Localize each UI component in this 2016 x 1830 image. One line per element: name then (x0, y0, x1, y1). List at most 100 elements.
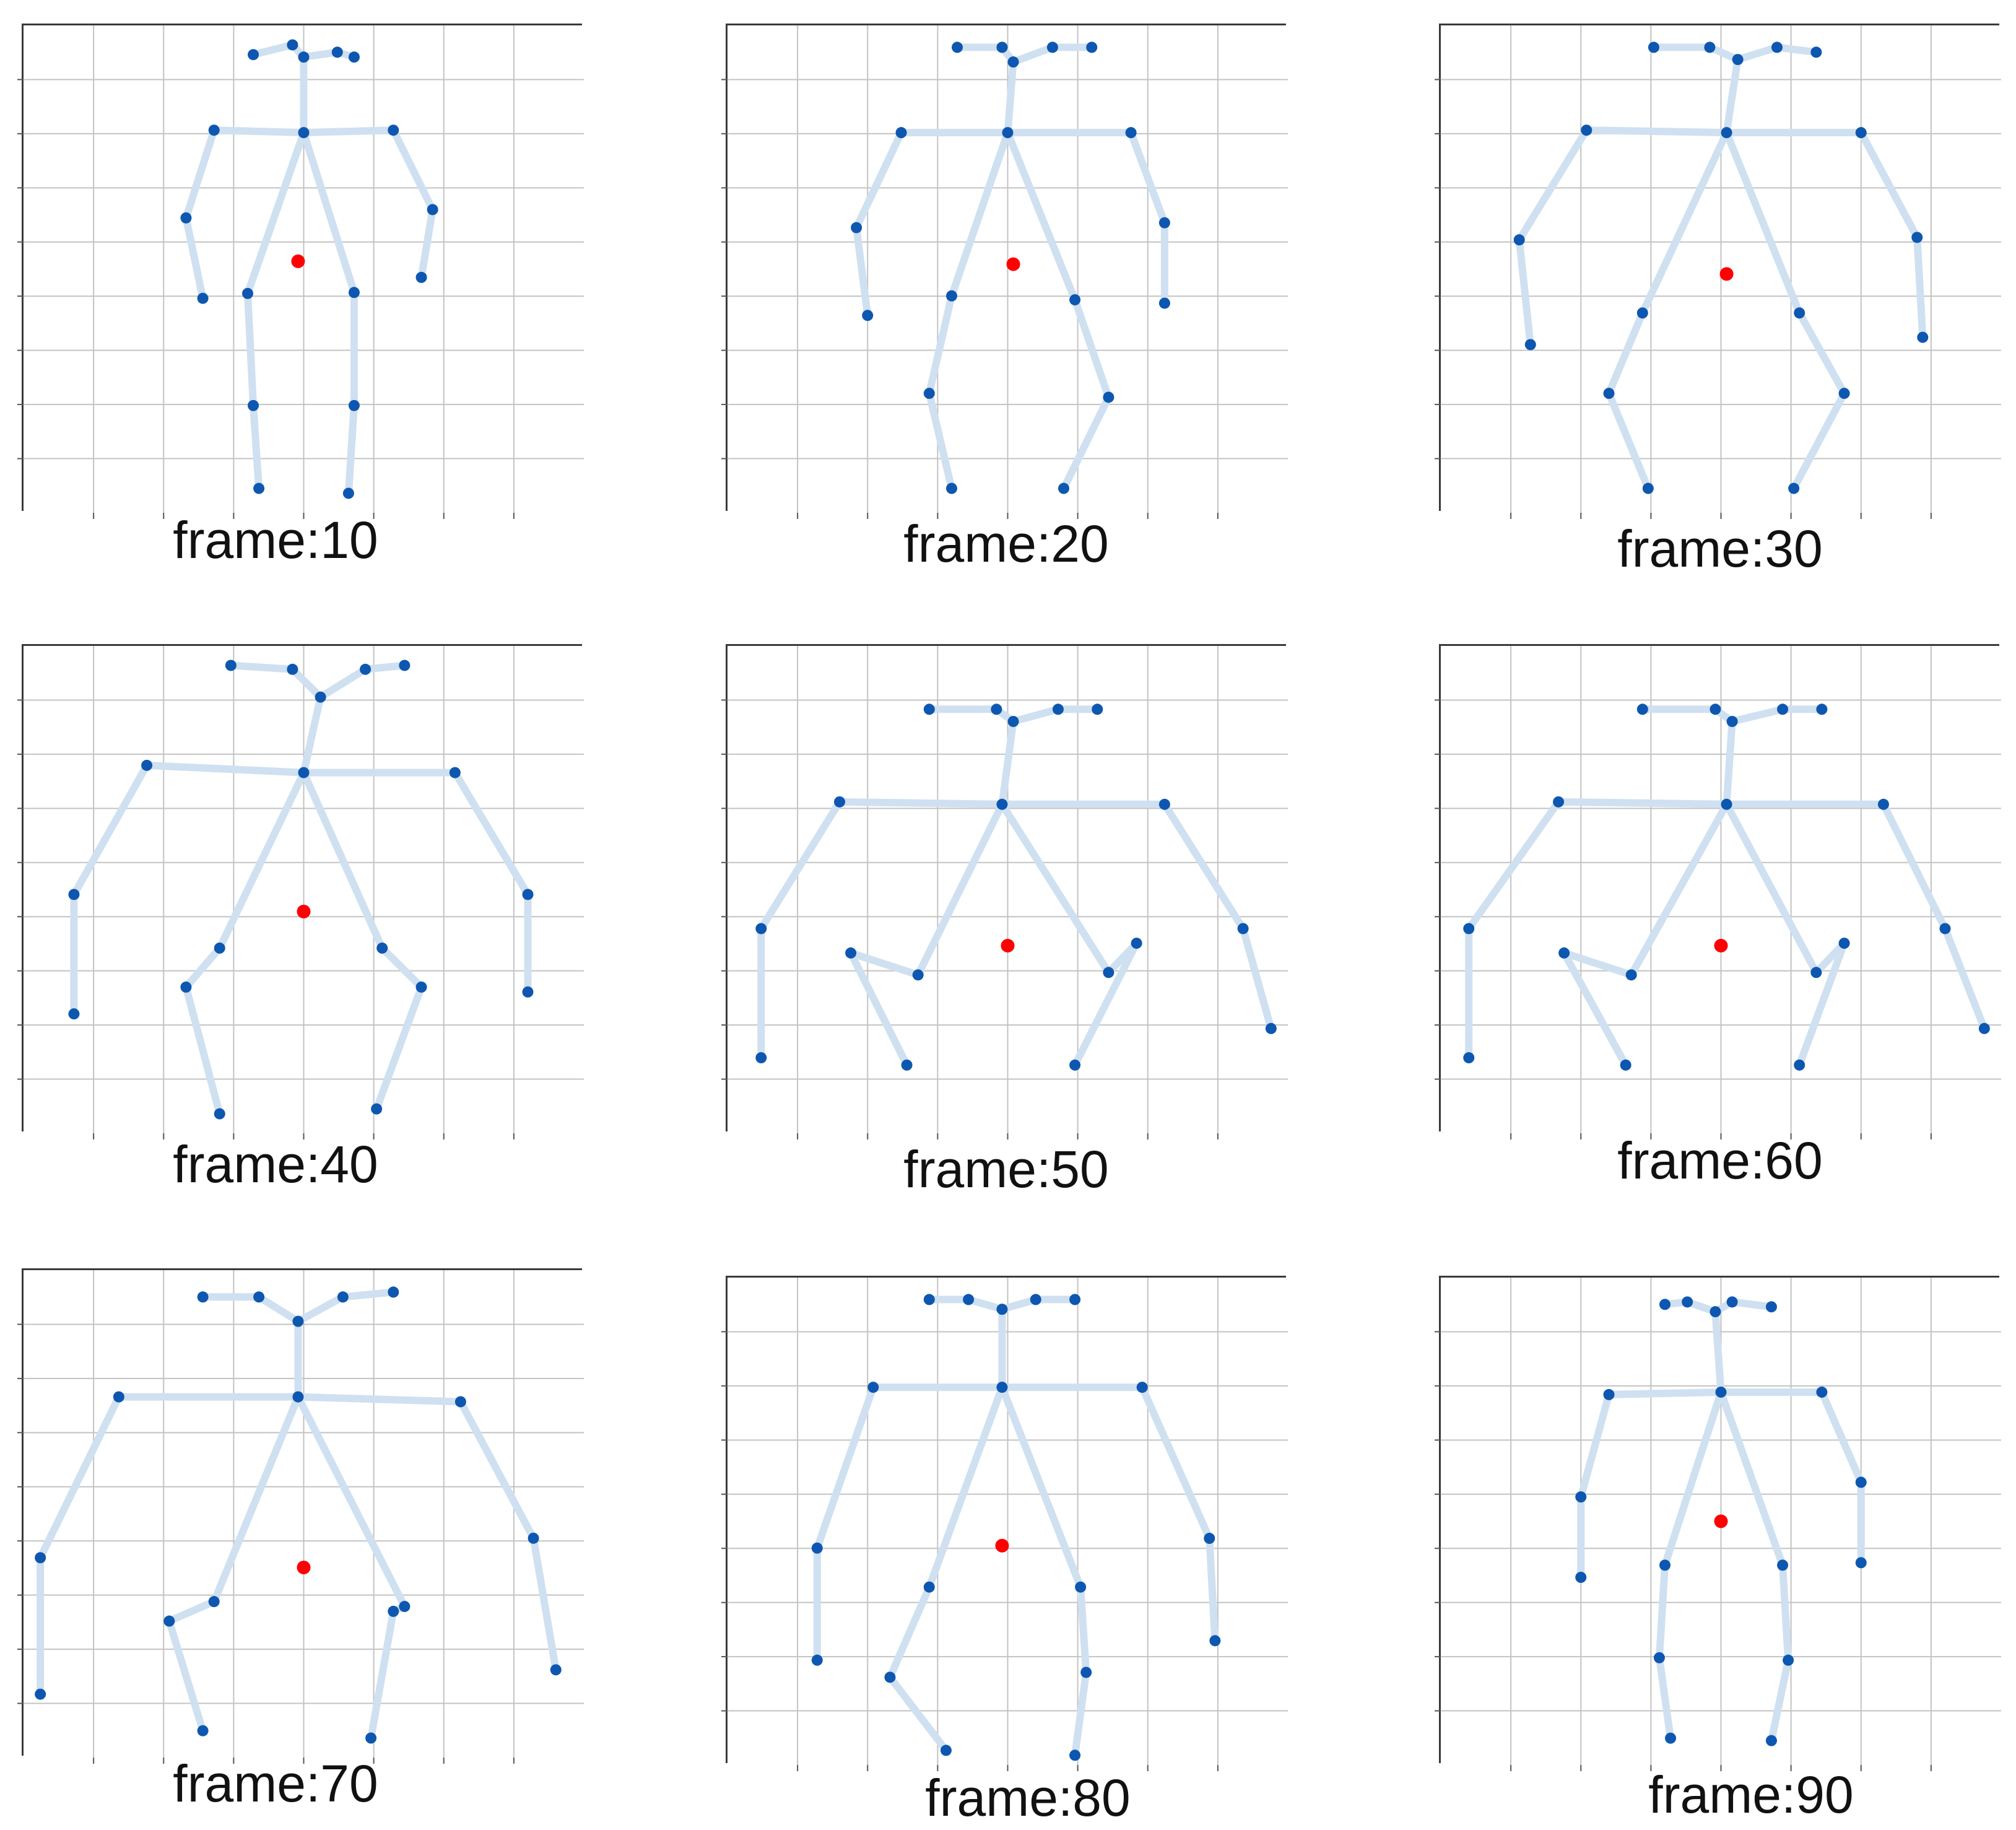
bone-segment (1239, 925, 1275, 1032)
joint-point (1794, 1059, 1805, 1071)
panel-frame-40: frame:40 (0, 619, 687, 1214)
bone-segment (316, 665, 370, 701)
bone-segment (1071, 939, 1141, 1069)
bone-segment (210, 1393, 302, 1606)
bone-segment (1857, 129, 1921, 242)
joint-point (755, 923, 767, 935)
frame-caption: frame:90 (1648, 1766, 1854, 1824)
joint-point (1131, 938, 1142, 949)
skeleton-plot (17, 1268, 584, 1764)
joint-point (1765, 1301, 1777, 1313)
bone-segment (250, 401, 263, 492)
bone-segment (1661, 1388, 1725, 1569)
joint-point (1103, 391, 1114, 403)
joint-point (248, 49, 259, 61)
joint-point (371, 1103, 383, 1115)
joint-point (1642, 482, 1654, 494)
bone-segment (451, 769, 532, 899)
bone-segment (925, 390, 955, 492)
joint-point (113, 1391, 124, 1403)
bone-segment (294, 1293, 347, 1325)
bone-segment (1734, 43, 1781, 64)
joint-point (1682, 1296, 1693, 1308)
joint-point (298, 767, 310, 778)
bone-segment (925, 1383, 1006, 1591)
joint-point (851, 222, 862, 233)
joint-point (1046, 41, 1058, 53)
joint-point (1237, 923, 1249, 935)
bone-segment (1767, 1656, 1792, 1745)
joint-point (1558, 947, 1570, 959)
bone-segment (182, 944, 224, 991)
joint-point (1653, 1652, 1665, 1663)
panel-frame-80: frame:80 (712, 1245, 1399, 1830)
joint-point (1080, 1667, 1092, 1678)
skeleton-plot (721, 24, 1288, 519)
joint-point (360, 663, 371, 675)
frame-caption: frame:50 (903, 1140, 1109, 1198)
frame-caption: frame:10 (173, 511, 378, 569)
bone-segment (210, 126, 308, 137)
panel-frame-20: frame:20 (712, 0, 1399, 595)
joint-point (1069, 294, 1081, 306)
skeleton-plot (721, 1276, 1288, 1771)
joint-point (1103, 967, 1114, 978)
bone-segment (1728, 705, 1787, 725)
joint-point (141, 759, 153, 771)
joint-point (197, 1291, 209, 1303)
bone-segment (143, 761, 308, 777)
bone-segment (1138, 1383, 1214, 1543)
bone-segment (1009, 705, 1062, 725)
joint-point (388, 1286, 399, 1298)
joint-point (1732, 54, 1744, 66)
joint-point (1603, 388, 1615, 399)
bone-segment (1790, 390, 1848, 492)
bone-segment (300, 48, 341, 61)
joint-point (923, 1581, 935, 1593)
joint-point (845, 947, 857, 959)
joint-point (1007, 56, 1019, 68)
joints (35, 1286, 562, 1744)
bone-segment (529, 1534, 560, 1674)
joint-point (208, 124, 220, 136)
joint-point (399, 1601, 411, 1613)
bone-segment (1913, 233, 1927, 341)
joint-point (399, 660, 411, 671)
bone-segment (1779, 1561, 1792, 1664)
panel-frame-70: frame:70 (0, 1245, 687, 1830)
joint-point (1069, 1749, 1081, 1761)
joint-point (952, 41, 963, 53)
joint-point (1816, 1386, 1828, 1398)
bone-segment (294, 1393, 464, 1406)
joints (68, 660, 534, 1120)
panel-frame-30: frame:30 (1424, 0, 2016, 595)
bone-segment (925, 292, 955, 398)
joint-point (348, 399, 360, 411)
joint-point (996, 1382, 1008, 1393)
joint-point (180, 981, 192, 993)
joint-point (454, 1396, 466, 1408)
joint-point (1726, 715, 1738, 727)
joints (755, 704, 1277, 1071)
joint-point (1710, 704, 1721, 715)
joint-point (923, 388, 935, 399)
joint-point (1069, 1059, 1081, 1071)
joint-point (1665, 1732, 1677, 1744)
bone-segment (344, 401, 358, 497)
joint-point (1204, 1533, 1215, 1545)
joint-point (1069, 1294, 1081, 1305)
joint-point (940, 1745, 952, 1756)
joint-point (214, 942, 225, 954)
joint-point (1603, 1388, 1615, 1400)
joint-point (996, 1304, 1008, 1315)
center-marker (1714, 939, 1728, 953)
joint-point (963, 1294, 975, 1305)
frame-caption: frame:40 (173, 1135, 378, 1193)
joint-point (1007, 715, 1019, 727)
center-marker (995, 1538, 1009, 1553)
bone-segment (255, 1293, 302, 1325)
joint-point (946, 290, 957, 302)
grid (17, 646, 584, 1139)
bone-segment (853, 224, 872, 320)
bone-segment (300, 769, 386, 952)
